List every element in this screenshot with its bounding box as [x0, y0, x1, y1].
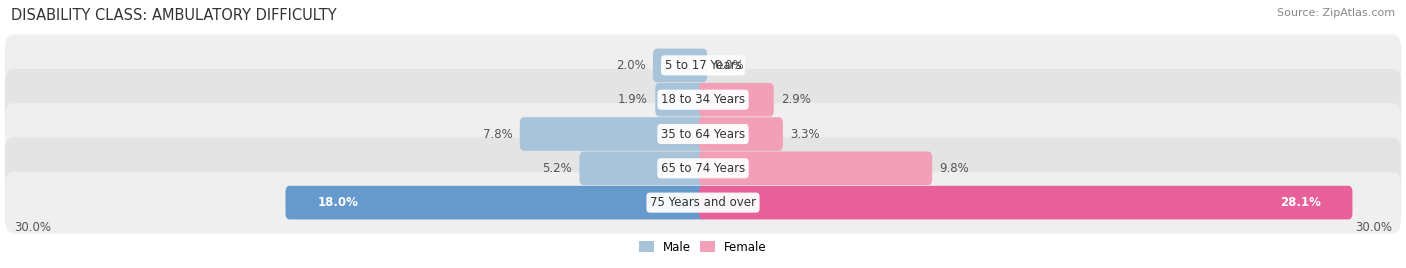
Text: 3.3%: 3.3% [790, 128, 820, 140]
Text: DISABILITY CLASS: AMBULATORY DIFFICULTY: DISABILITY CLASS: AMBULATORY DIFFICULTY [11, 8, 337, 23]
Text: 28.1%: 28.1% [1279, 196, 1320, 209]
Text: 30.0%: 30.0% [1355, 221, 1392, 234]
FancyBboxPatch shape [699, 186, 1353, 219]
Text: 75 Years and over: 75 Years and over [650, 196, 756, 209]
Text: 2.0%: 2.0% [616, 59, 645, 72]
FancyBboxPatch shape [4, 69, 1402, 131]
Text: 5 to 17 Years: 5 to 17 Years [665, 59, 741, 72]
FancyBboxPatch shape [4, 137, 1402, 199]
Text: 18.0%: 18.0% [318, 196, 359, 209]
Text: Source: ZipAtlas.com: Source: ZipAtlas.com [1277, 8, 1395, 18]
Legend: Male, Female: Male, Female [634, 236, 772, 258]
Text: 2.9%: 2.9% [782, 93, 811, 106]
Text: 35 to 64 Years: 35 to 64 Years [661, 128, 745, 140]
FancyBboxPatch shape [4, 172, 1402, 233]
Text: 30.0%: 30.0% [14, 221, 51, 234]
Text: 7.8%: 7.8% [482, 128, 512, 140]
Text: 5.2%: 5.2% [543, 162, 572, 175]
Text: 9.8%: 9.8% [939, 162, 969, 175]
FancyBboxPatch shape [579, 151, 707, 185]
FancyBboxPatch shape [655, 83, 707, 117]
Text: 65 to 74 Years: 65 to 74 Years [661, 162, 745, 175]
FancyBboxPatch shape [652, 49, 707, 82]
Text: 18 to 34 Years: 18 to 34 Years [661, 93, 745, 106]
FancyBboxPatch shape [699, 83, 773, 117]
FancyBboxPatch shape [699, 151, 932, 185]
FancyBboxPatch shape [4, 103, 1402, 165]
FancyBboxPatch shape [4, 35, 1402, 96]
Text: 0.0%: 0.0% [714, 59, 744, 72]
FancyBboxPatch shape [699, 117, 783, 151]
FancyBboxPatch shape [520, 117, 707, 151]
FancyBboxPatch shape [285, 186, 707, 219]
Text: 1.9%: 1.9% [619, 93, 648, 106]
